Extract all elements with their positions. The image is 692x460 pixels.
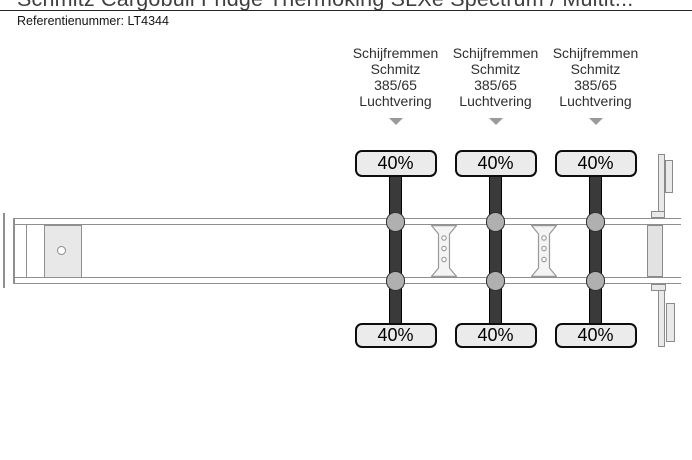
tyre-condition-badge: 40% [454, 150, 537, 177]
rear-marker-bottom [666, 303, 675, 342]
axle-spec-line: 385/65 [474, 77, 517, 93]
tyre-condition-badge: 40% [354, 150, 437, 177]
tyre-condition-badge: 40% [554, 150, 637, 177]
axle-spec-line: 385/65 [574, 77, 617, 93]
header-divider [0, 10, 692, 12]
chassis-rail-bottom [13, 277, 681, 284]
axle-group-2: Schijfremmen Schmitz 385/65 Luchtvering … [436, 45, 556, 350]
suspension-icon [485, 212, 505, 232]
axle-spec-line: Luchtvering [459, 93, 532, 109]
reference-value: LT4344 [127, 14, 169, 28]
axle-spec-1: Schijfremmen Schmitz 385/65 Luchtvering [336, 45, 456, 109]
axle-spec-line: Schmitz [470, 61, 521, 77]
page-title-clip: Schmitz Cargobull Fridge Thermoking SLXe… [0, 0, 692, 10]
axle-bar-3 [588, 170, 602, 330]
axle-spec-2: Schijfremmen Schmitz 385/65 Luchtvering [436, 45, 556, 109]
chassis-front-cap [13, 218, 15, 284]
rear-marker-top [665, 160, 673, 193]
chassis-front-crossline [25, 225, 27, 277]
axle-bar-2 [488, 170, 502, 330]
axle-spec-line: Luchtvering [559, 93, 632, 109]
suspension-icon [385, 271, 405, 291]
kingpin-icon [57, 245, 66, 255]
rear-crossmember [647, 225, 663, 277]
rear-bumper-post-bottom [658, 284, 665, 347]
suspension-icon [485, 271, 505, 291]
rear-bumper-bracket-top [651, 211, 665, 218]
axle-spec-line: Schijfremmen [352, 45, 439, 61]
suspension-icon [585, 212, 605, 232]
reference-number: Referentienummer: LT4344 [17, 14, 169, 28]
arrow-down-icon [388, 118, 403, 125]
kingpin-plate [44, 224, 82, 278]
axle-group-1: Schijfremmen Schmitz 385/65 Luchtvering … [336, 45, 456, 350]
axle-spec-line: Schijfremmen [452, 45, 539, 61]
trailer-front-edge [3, 213, 5, 288]
tyre-condition-badge: 40% [354, 323, 437, 348]
axle-spec-3: Schijfremmen Schmitz 385/65 Luchtvering [536, 45, 656, 109]
arrow-down-icon [588, 118, 603, 125]
suspension-icon [585, 271, 605, 291]
chassis-crossmember [430, 225, 458, 278]
reference-label: Referentienummer: [17, 14, 124, 28]
chassis-crossmember [530, 225, 558, 278]
tyre-condition-badge: 40% [454, 323, 537, 348]
axle-spec-line: Schijfremmen [552, 45, 639, 61]
suspension-icon [385, 212, 405, 232]
tyre-condition-badge: 40% [554, 323, 637, 348]
axle-spec-line: Schmitz [370, 61, 421, 77]
axle-bar-1 [388, 170, 402, 330]
page-title: Schmitz Cargobull Fridge Thermoking SLXe… [17, 0, 633, 10]
rear-bumper-bracket-bottom [651, 284, 666, 291]
axle-spec-line: 385/65 [374, 77, 417, 93]
axle-spec-line: Schmitz [570, 61, 621, 77]
chassis-rail-top [13, 218, 681, 225]
axle-spec-line: Luchtvering [359, 93, 432, 109]
arrow-down-icon [488, 118, 503, 125]
axle-group-3: Schijfremmen Schmitz 385/65 Luchtvering … [536, 45, 656, 350]
rear-bumper-post-top [658, 154, 665, 215]
